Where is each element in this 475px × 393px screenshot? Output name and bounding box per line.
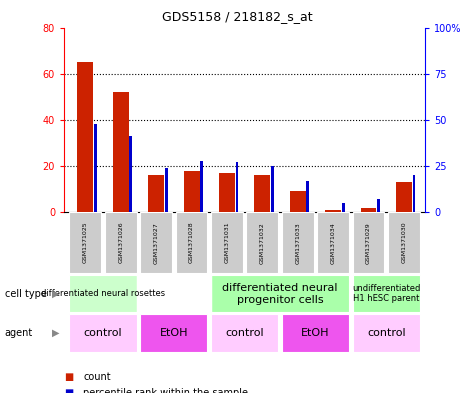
Text: GSM1371025: GSM1371025 [83,222,88,263]
Text: control: control [225,328,264,338]
Text: differentiated neural rosettes: differentiated neural rosettes [41,289,165,298]
Text: GDS5158 / 218182_s_at: GDS5158 / 218182_s_at [162,10,313,23]
Bar [325,210,341,212]
Text: control: control [367,328,406,338]
Bar [140,212,172,273]
Text: GSM1371034: GSM1371034 [331,222,336,264]
Text: GSM1371029: GSM1371029 [366,222,371,264]
Bar [377,199,380,212]
Text: GSM1371031: GSM1371031 [224,222,229,263]
Bar [271,166,274,212]
Text: EtOH: EtOH [160,328,188,338]
Bar [69,275,137,312]
Bar [219,173,235,212]
Text: ▶: ▶ [52,289,60,299]
Bar [352,314,420,352]
Bar [176,212,208,273]
Text: GSM1371026: GSM1371026 [118,222,123,263]
Text: undifferentiated
H1 hESC parent: undifferentiated H1 hESC parent [352,284,420,303]
Text: percentile rank within the sample: percentile rank within the sample [83,388,248,393]
Text: differentiated neural
progenitor cells: differentiated neural progenitor cells [222,283,338,305]
Bar [236,162,238,212]
Bar [290,191,306,212]
Bar [105,212,137,273]
Bar [352,275,420,312]
Text: control: control [84,328,123,338]
Bar [200,160,203,212]
Bar [388,212,420,273]
Text: GSM1371028: GSM1371028 [189,222,194,263]
Text: ■: ■ [64,388,73,393]
Bar [211,212,243,273]
Bar [69,314,137,352]
Bar [183,171,199,212]
Text: GSM1371033: GSM1371033 [295,222,300,264]
Bar [77,62,93,212]
Text: ▶: ▶ [52,328,60,338]
Bar [211,275,349,312]
Bar [413,175,416,212]
Text: count: count [83,372,111,382]
Bar [396,182,412,212]
Bar [94,123,97,212]
Bar [254,175,270,212]
Text: GSM1371027: GSM1371027 [153,222,159,264]
Bar [69,212,101,273]
Text: GSM1371030: GSM1371030 [401,222,407,263]
Bar [352,212,384,273]
Bar [342,203,344,212]
Bar [247,212,278,273]
Text: agent: agent [5,328,33,338]
Bar [113,92,129,212]
Bar [306,181,309,212]
Bar [211,314,278,352]
Bar [282,212,314,273]
Bar [165,168,168,212]
Bar [361,208,377,212]
Bar [282,314,349,352]
Text: cell type: cell type [5,289,47,299]
Bar [140,314,208,352]
Text: EtOH: EtOH [301,328,330,338]
Bar [317,212,349,273]
Bar [129,136,132,212]
Text: GSM1371032: GSM1371032 [260,222,265,264]
Bar [137,275,211,312]
Text: ■: ■ [64,372,73,382]
Bar [148,175,164,212]
